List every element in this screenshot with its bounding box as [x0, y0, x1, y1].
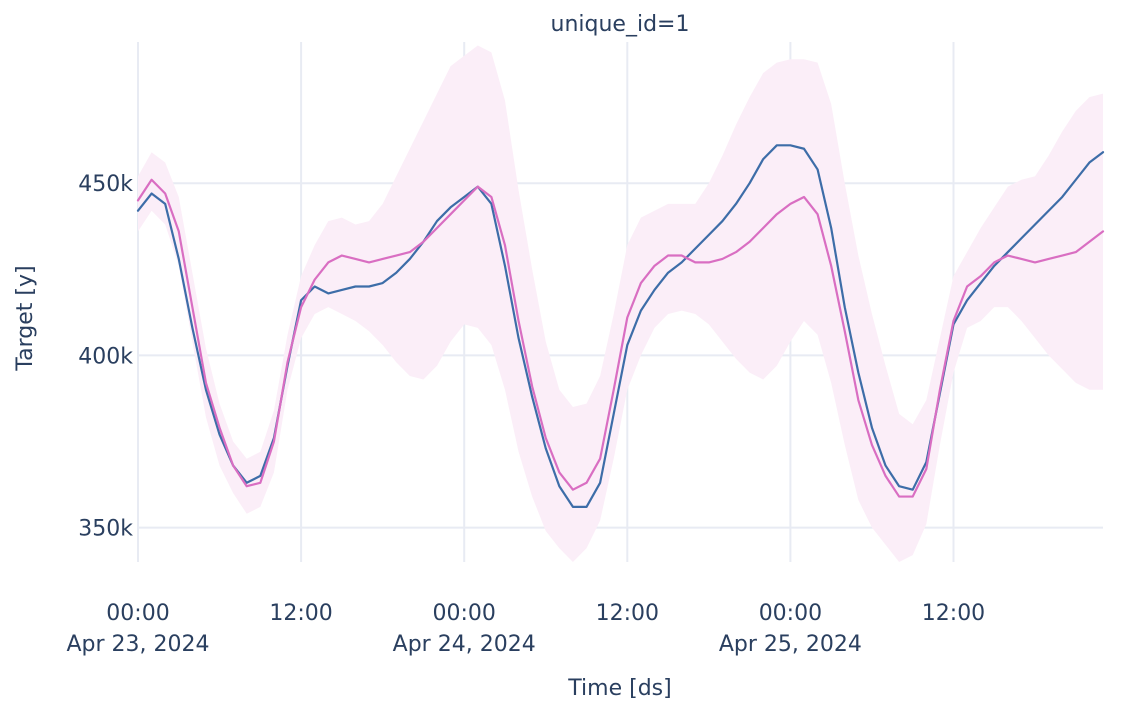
x-tick-label: 12:00	[596, 601, 659, 626]
confidence-band-layer	[138, 45, 1103, 562]
x-tick-date-label: Apr 24, 2024	[393, 632, 536, 657]
x-tick-label: 12:00	[269, 601, 332, 626]
x-tick-label: 00:00	[106, 601, 169, 626]
chart-title: unique_id=1	[551, 12, 690, 37]
x-axis-title: Time [ds]	[567, 676, 671, 701]
x-tick-label: 00:00	[759, 601, 822, 626]
y-axis-title: Target [y]	[13, 265, 38, 371]
x-tick-date-label: Apr 25, 2024	[719, 632, 862, 657]
x-tick-label: 12:00	[922, 601, 985, 626]
x-axis-ticks: 00:00 Apr 23, 2024 12:00 00:00 Apr 24, 2024 1…	[66, 601, 985, 657]
y-tick-label: 350k	[78, 517, 133, 542]
y-tick-label: 400k	[78, 344, 133, 369]
x-tick-label: 00:00	[432, 601, 495, 626]
series-layer	[136, 144, 1105, 508]
y-tick-label: 450k	[78, 172, 133, 197]
y-axis-ticks: 350k 400k 450k	[78, 172, 133, 541]
forecast-series-line	[136, 178, 1105, 498]
x-tick-date-label: Apr 23, 2024	[66, 632, 209, 657]
confidence-band	[138, 45, 1103, 562]
